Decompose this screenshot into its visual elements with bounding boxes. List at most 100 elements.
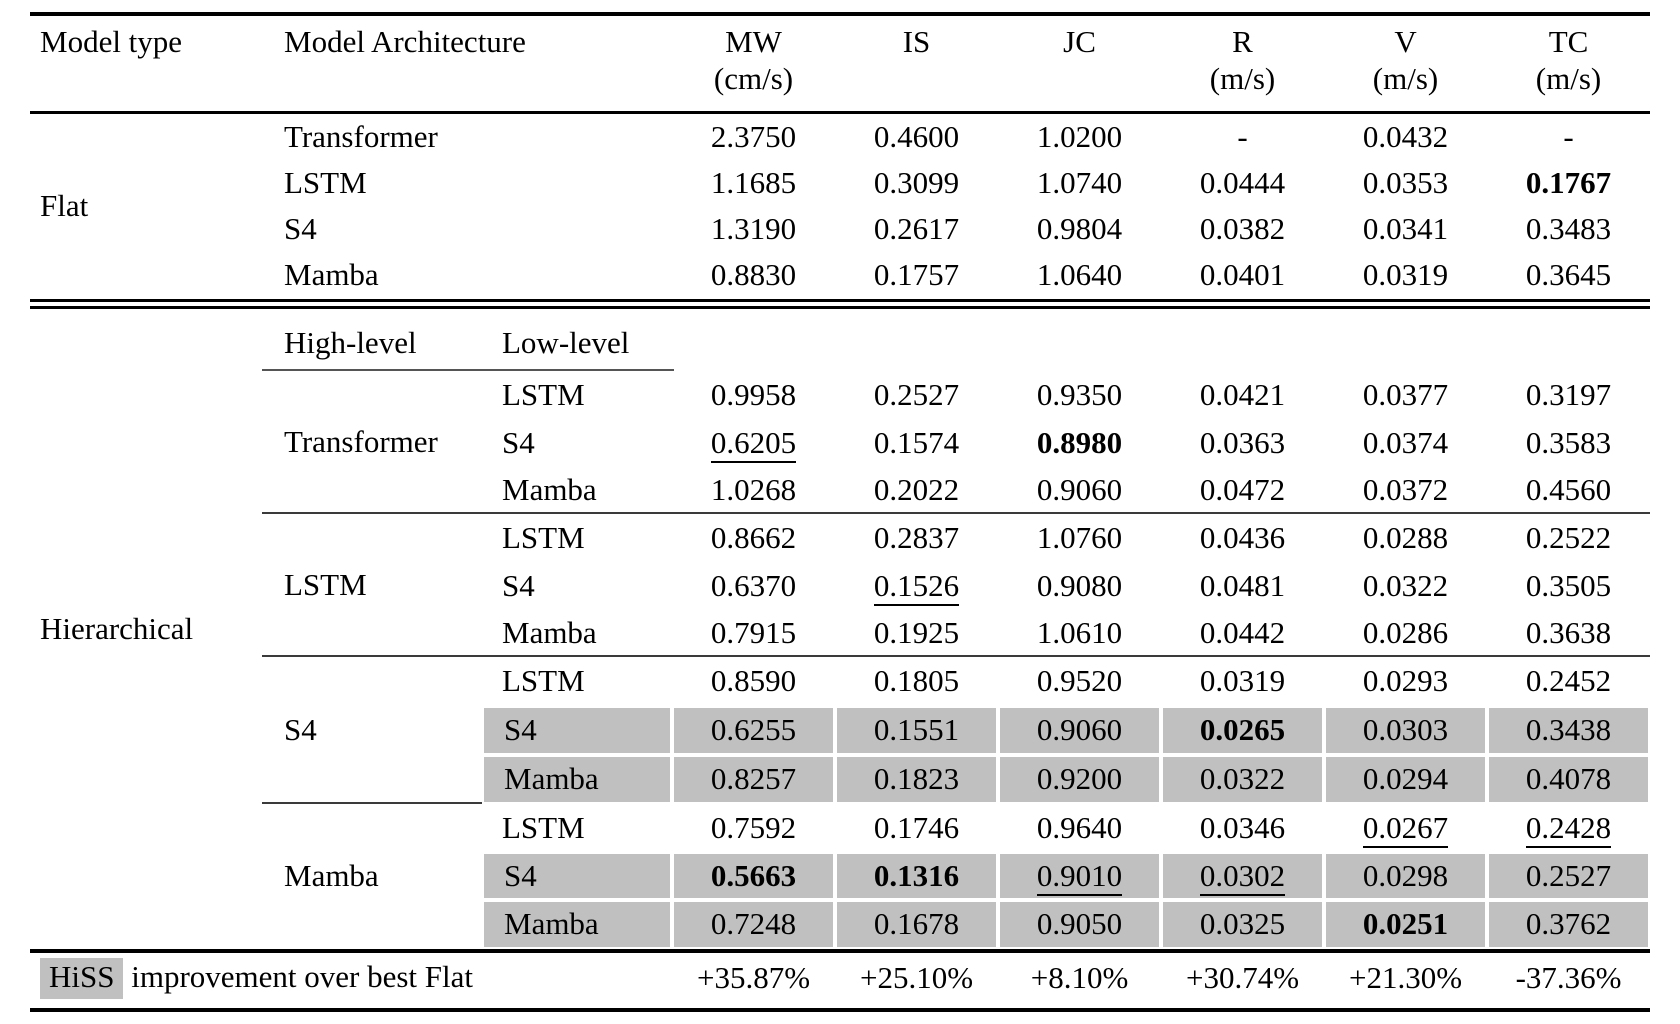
underlined-value: 0.0267	[1362, 809, 1449, 848]
metric-value-cell: 0.9050	[998, 900, 1162, 949]
low-level-cell: Mamba	[502, 615, 597, 651]
metric-value-cell: 0.2837	[873, 519, 960, 555]
flat-row-transformer: Flat Transformer 2.3750 0.4600 1.0200 - …	[30, 114, 1650, 224]
spacer-cell	[672, 309, 835, 371]
header-metric-jc: JC	[998, 12, 1161, 114]
metric-value-cell: 0.0432	[1362, 118, 1449, 154]
bottom-rule	[30, 1008, 1650, 1012]
low-level-cell: S4	[482, 706, 673, 755]
metric-value-cell: 0.0288	[1362, 519, 1449, 555]
low-level-cell: LSTM	[502, 519, 585, 555]
metric-name: V	[1394, 24, 1417, 59]
metric-value-cell: 0.0377	[1362, 376, 1449, 412]
metric-value-cell: 0.2527	[1487, 852, 1651, 900]
metric-value-cell: 0.9520	[1036, 663, 1123, 699]
high-level-label: S4	[284, 712, 317, 748]
metric-value-cell: 0.0267	[1324, 804, 1487, 852]
spacer-cell	[252, 299, 482, 309]
header-metric-is: IS	[835, 12, 998, 114]
metric-value-cell: 0.6255	[672, 706, 836, 755]
metric-unit: (m/s)	[1372, 60, 1439, 96]
top-rule	[30, 12, 1650, 16]
arch-cell: S4	[284, 210, 317, 246]
metric-value-cell: 0.0302	[1161, 852, 1325, 900]
metric-value-cell: 0.4600	[873, 118, 960, 154]
metric-value-cell: 0.0319	[1362, 257, 1449, 293]
metric-name: TC	[1548, 24, 1589, 59]
double-rule-upper	[30, 299, 1650, 302]
spacer-cell	[1161, 299, 1324, 309]
metric-name: MW	[725, 24, 782, 59]
underlined-value: 0.0302	[1199, 857, 1286, 896]
metric-value-cell: 0.1925	[873, 615, 960, 651]
metric-value-cell: 0.0251	[1324, 900, 1488, 949]
underlined-value: 0.6205	[710, 424, 797, 463]
metric-value-cell: 0.4560	[1525, 472, 1612, 508]
metric-value-cell: 0.9010	[998, 852, 1162, 900]
hier-s4-mamba-row-highlighted: Mamba 0.8257 0.1823 0.9200 0.0322 0.0294…	[30, 755, 1651, 804]
footer-caption: HiSS improvement over best Flat	[30, 949, 672, 1008]
low-level-cell: S4	[502, 424, 535, 460]
metric-value-cell: 0.0298	[1324, 852, 1488, 900]
header-row: Model type Model Architecture MW (cm/s) …	[30, 12, 1650, 114]
metric-value-cell: 0.8662	[710, 519, 797, 555]
arch-cell: LSTM	[284, 164, 367, 200]
metric-unit: (m/s)	[1209, 60, 1276, 96]
low-level-cell: Mamba	[502, 472, 597, 508]
metric-value-cell: 0.3762	[1487, 900, 1651, 949]
metric-value-cell: 0.0294	[1324, 755, 1488, 804]
metric-value-cell: 0.0372	[1362, 472, 1449, 508]
subheader-rule	[262, 369, 674, 371]
hier-lstm-s4-row: S4 0.6370 0.1526 0.9080 0.0481 0.0322 0.…	[30, 562, 1650, 610]
high-level-label: Mamba	[284, 858, 379, 894]
metric-value-cell: 0.9200	[998, 755, 1162, 804]
metric-value-cell: 1.1685	[710, 164, 797, 200]
header-metric-r: R (m/s)	[1161, 12, 1324, 114]
metric-value-cell: 0.2522	[1525, 519, 1612, 555]
hier-s4-s4-row-highlighted: S4 0.6255 0.1551 0.9060 0.0265 0.0303 0.…	[30, 706, 1651, 755]
metric-value-cell: 0.0382	[1199, 210, 1286, 246]
metric-value-cell: 0.3505	[1525, 567, 1612, 603]
metric-value-cell: 0.9060	[998, 706, 1162, 755]
results-table: Model type Model Architecture MW (cm/s) …	[30, 12, 1651, 1008]
metric-value-cell: 1.0610	[1036, 615, 1123, 651]
low-level-cell: LSTM	[502, 809, 585, 845]
hierarchical-subheader-row: Hierarchical High-level Low-level	[30, 309, 1650, 646]
double-rule-lower	[30, 306, 1650, 309]
underlined-value: 0.2428	[1525, 809, 1612, 848]
metric-value-cell: 0.0322	[1362, 567, 1449, 603]
metric-value-cell: 0.0444	[1199, 164, 1286, 200]
metric-value-cell: 1.0200	[1036, 118, 1123, 154]
metric-unit: (m/s)	[1535, 60, 1602, 96]
metric-value-cell: 0.1757	[873, 257, 960, 293]
metric-value-cell: 1.3190	[710, 210, 797, 246]
group-rule-1	[262, 512, 1650, 514]
spacer-cell	[835, 309, 998, 371]
metric-value-cell: 0.2452	[1525, 663, 1612, 699]
flat-row-mamba: Mamba 0.8830 0.1757 1.0640 0.0401 0.0319…	[30, 252, 1650, 299]
underlined-value: 0.1526	[873, 567, 960, 606]
metric-value-cell: 0.0346	[1199, 809, 1286, 845]
metric-name: IS	[902, 24, 931, 59]
metric-value-cell: 0.0421	[1199, 376, 1286, 412]
metric-value-cell: 0.9350	[1036, 376, 1123, 412]
metric-value-cell: 0.3645	[1525, 257, 1612, 293]
row-group-label-flat: Flat	[40, 188, 89, 224]
low-level-cell: Mamba	[482, 900, 673, 949]
hier-lstm-lstm-row: LSTM LSTM 0.8662 0.2837 1.0760 0.0436 0.…	[30, 514, 1650, 603]
metric-value-cell: 0.3197	[1525, 376, 1612, 412]
spacer-cell	[1487, 309, 1650, 371]
metric-value-cell: 1.0640	[1036, 257, 1123, 293]
spacer-cell	[672, 299, 835, 309]
metric-value-cell: 0.9804	[1036, 210, 1123, 246]
metric-value-cell: 0.1316	[835, 852, 999, 900]
low-level-cell: S4	[482, 852, 673, 900]
metric-value-cell: 0.1805	[873, 663, 960, 699]
hier-mamba-s4-row-highlighted: S4 0.5663 0.1316 0.9010 0.0302 0.0298 0.…	[30, 852, 1651, 900]
metric-name: R	[1232, 24, 1253, 59]
metric-value-cell: 0.9958	[710, 376, 797, 412]
metric-value-cell: 0.1551	[835, 706, 999, 755]
arch-cell: Mamba	[284, 257, 379, 293]
footer-value-cell: -37.36%	[1515, 960, 1622, 996]
metric-value-cell: 0.2527	[873, 376, 960, 412]
